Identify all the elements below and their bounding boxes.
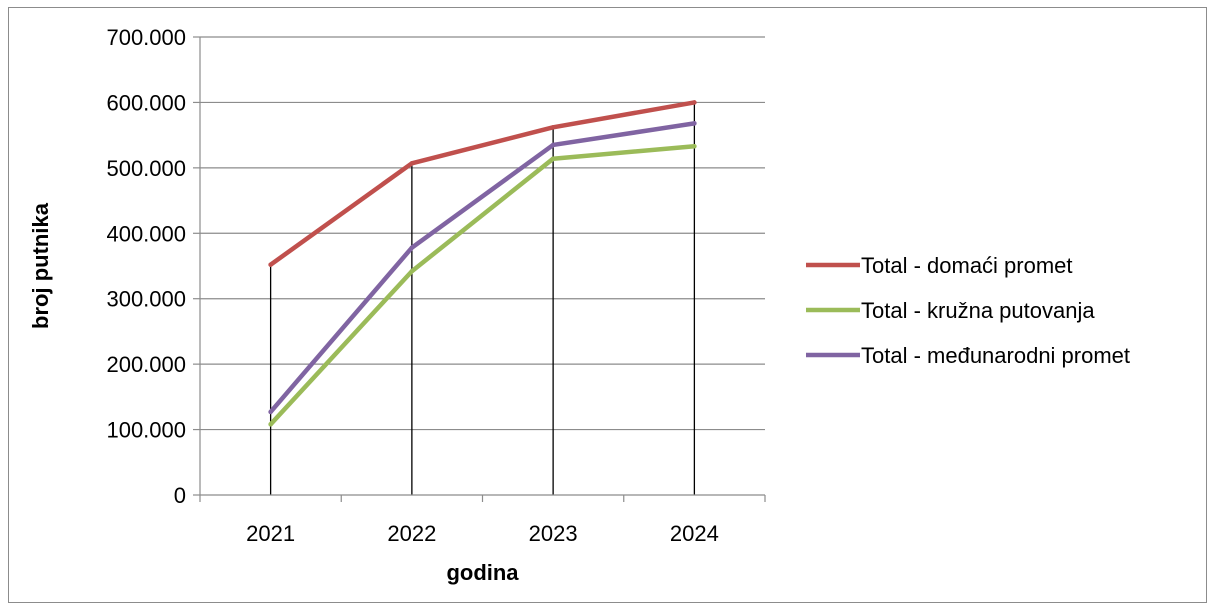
chart-area [8,7,1207,603]
y-tick-label-6: 600.000 [106,90,186,115]
x-tick-label-2021: 2021 [246,521,295,546]
legend-label-0: Total - domaći promet [861,253,1073,278]
legend-label-1: Total - kružna putovanja [861,298,1095,323]
x-tick-label-2022: 2022 [387,521,436,546]
drop-lines [269,102,696,495]
y-tick-label-4: 400.000 [106,221,186,246]
x-axis-title: godina [446,560,519,585]
y-tick-label-1: 100.000 [106,418,186,443]
series-line-2 [268,121,697,415]
x-tick-label-2024: 2024 [670,521,719,546]
series-lines [268,100,697,427]
series-0-point-2022 [409,161,415,166]
legend: Total - domaći promet Total - kružna puto… [806,253,1130,368]
y-axis-title: broj putnika [28,202,53,329]
series-2-point-2022 [409,245,415,250]
x-tick-labels: 2021 2022 2023 2024 [246,521,719,546]
series-2-point-2024 [692,121,697,126]
series-2-point-2023 [550,142,556,148]
series-1-point-2023 [550,156,556,161]
y-tick-label-2: 200.000 [106,352,186,377]
legend-label-2: Total - međunarodni promet [861,343,1130,368]
y-tick-label-5: 500.000 [106,156,186,181]
x-tick-label-2023: 2023 [529,521,578,546]
series-1-point-2024 [692,144,697,149]
series-0-point-2024 [692,100,697,105]
series-line-0 [268,100,697,267]
series-line-1 [268,144,697,427]
y-tick-label-3: 300.000 [106,287,186,312]
series-0-point-2021 [268,262,273,267]
y-tick-labels: 0 100.000 200.000 300.000 400.000 500.000 600.… [106,25,186,508]
series-0-point-2023 [550,125,556,130]
series-1-point-2021 [268,422,273,427]
series-1-point-2022 [409,269,415,274]
gridlines [200,36,765,431]
y-tick-label-7: 700.000 [106,25,186,50]
axes [193,36,766,502]
series-2-point-2021 [268,409,273,415]
y-tick-label-0: 0 [174,483,186,508]
